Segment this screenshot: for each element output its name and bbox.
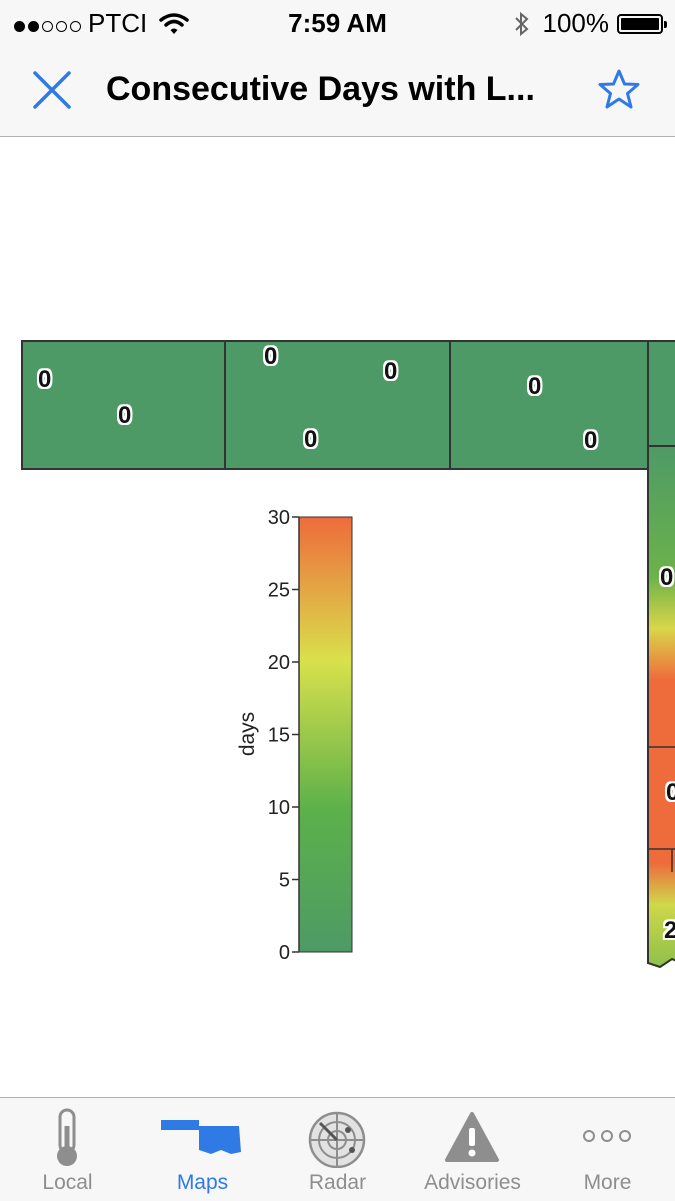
page-title: Consecutive Days with L... xyxy=(106,70,535,108)
county-value: 0 xyxy=(584,427,598,454)
bluetooth-icon xyxy=(514,11,528,36)
battery-info: 100% xyxy=(513,8,667,39)
tab-advisories[interactable]: Advisories xyxy=(405,1098,540,1201)
status-bar: PTCI 7:59 AM 100% xyxy=(0,0,675,46)
tab-more[interactable]: More xyxy=(540,1098,675,1201)
county-ellis[interactable] xyxy=(647,445,675,969)
clock: 7:59 AM xyxy=(288,8,387,38)
tab-label: Maps xyxy=(176,1171,229,1194)
signal-strength-icon xyxy=(14,8,84,39)
county-value: 0 xyxy=(660,564,674,591)
color-scale-tick-label: 25 xyxy=(268,580,290,602)
more-icon xyxy=(583,1130,631,1142)
tab-local[interactable]: Local xyxy=(0,1098,135,1201)
color-scale-label: days xyxy=(236,712,259,756)
tab-label: Radar xyxy=(308,1171,367,1194)
carrier-name: PTCI xyxy=(88,8,148,38)
map-view[interactable]: 0 5 10 15 20 25 30 days 0 0 0 0 0 0 0 0 0 2 xyxy=(0,137,675,1097)
battery-percent: 100% xyxy=(542,8,610,38)
county-beaver[interactable] xyxy=(449,340,649,470)
color-scale-tick-label: 20 xyxy=(268,652,290,674)
star-icon[interactable] xyxy=(597,68,641,112)
color-scale-tick-label: 0 xyxy=(279,942,290,964)
color-scale-tick-label: 5 xyxy=(279,870,290,892)
radar-icon xyxy=(308,1111,366,1168)
color-scale-tick-label: 10 xyxy=(268,797,290,819)
warning-icon xyxy=(445,1112,499,1162)
color-scale-bar xyxy=(298,516,353,953)
thermometer-icon xyxy=(57,1108,77,1166)
county-texas[interactable] xyxy=(224,340,451,470)
tab-bar: Local Maps Radar Advisories xyxy=(0,1097,675,1201)
battery-icon xyxy=(617,13,667,34)
tab-radar[interactable]: Radar xyxy=(270,1098,405,1201)
county-value: 0 xyxy=(264,343,278,370)
tab-label: More xyxy=(583,1171,632,1194)
county-value: 0 xyxy=(666,779,675,806)
county-value: 0 xyxy=(304,426,318,453)
county-value: 2 xyxy=(664,917,675,944)
color-scale-tick-label: 15 xyxy=(268,725,290,747)
county-harper[interactable] xyxy=(647,340,675,447)
wifi-icon xyxy=(159,12,189,34)
tab-label: Advisories xyxy=(424,1171,521,1194)
close-icon[interactable] xyxy=(30,68,74,112)
tab-maps[interactable]: Maps xyxy=(135,1098,270,1201)
county-value: 0 xyxy=(118,402,132,429)
county-value: 0 xyxy=(528,373,542,400)
county-value: 0 xyxy=(38,366,52,393)
tab-label: Local xyxy=(42,1171,93,1194)
color-scale-tick-label: 30 xyxy=(268,507,290,529)
carrier-info: PTCI xyxy=(14,8,189,39)
navigation-bar: Consecutive Days with L... xyxy=(0,46,675,137)
oklahoma-map-icon xyxy=(161,1120,241,1154)
county-value: 0 xyxy=(384,358,398,385)
